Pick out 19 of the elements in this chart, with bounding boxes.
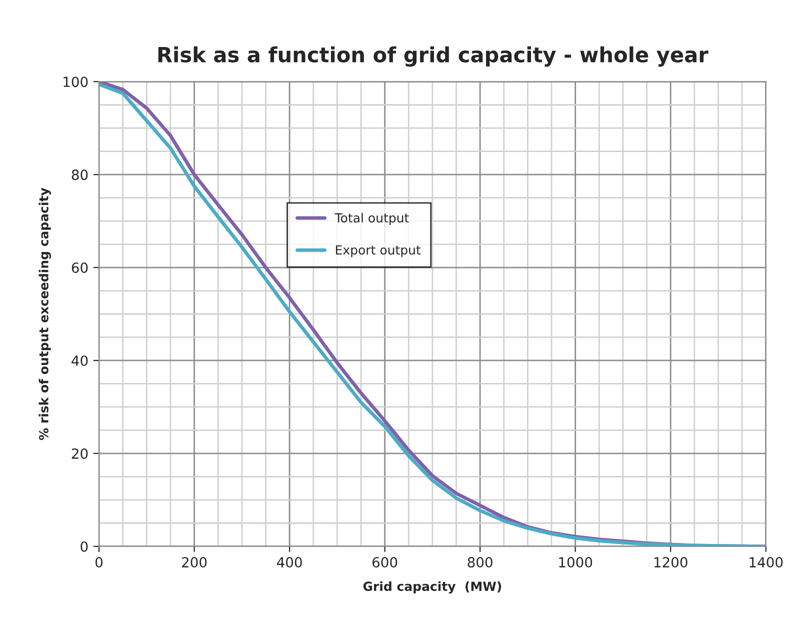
x-tick-label: 1200: [654, 557, 688, 568]
y-axis-title: % risk of output exceeding capacity: [38, 188, 51, 440]
y-tick-label: 80: [72, 170, 88, 180]
x-tick-label: 1000: [559, 557, 592, 568]
y-tick-label: 0: [80, 541, 88, 552]
x-axis-title: Grid capacity (MW): [363, 581, 502, 594]
x-tick-label: 1400: [750, 557, 783, 568]
y-tick-label: 60: [72, 262, 88, 273]
chart-title: Risk as a function of grid capacity - whole year: [158, 46, 708, 67]
y-tick-label: 100: [64, 76, 88, 88]
legend-label: Total output: [334, 212, 409, 225]
y-tick-label: 20: [72, 448, 88, 459]
x-tick-label: 800: [468, 557, 492, 568]
legend-label: Export output: [336, 245, 421, 258]
x-tick-label: 600: [372, 557, 398, 568]
x-tick-label: 400: [276, 557, 302, 568]
y-tick-label: 40: [72, 355, 88, 366]
x-tick-label: 200: [182, 557, 207, 568]
x-tick-label: 0: [95, 557, 102, 568]
